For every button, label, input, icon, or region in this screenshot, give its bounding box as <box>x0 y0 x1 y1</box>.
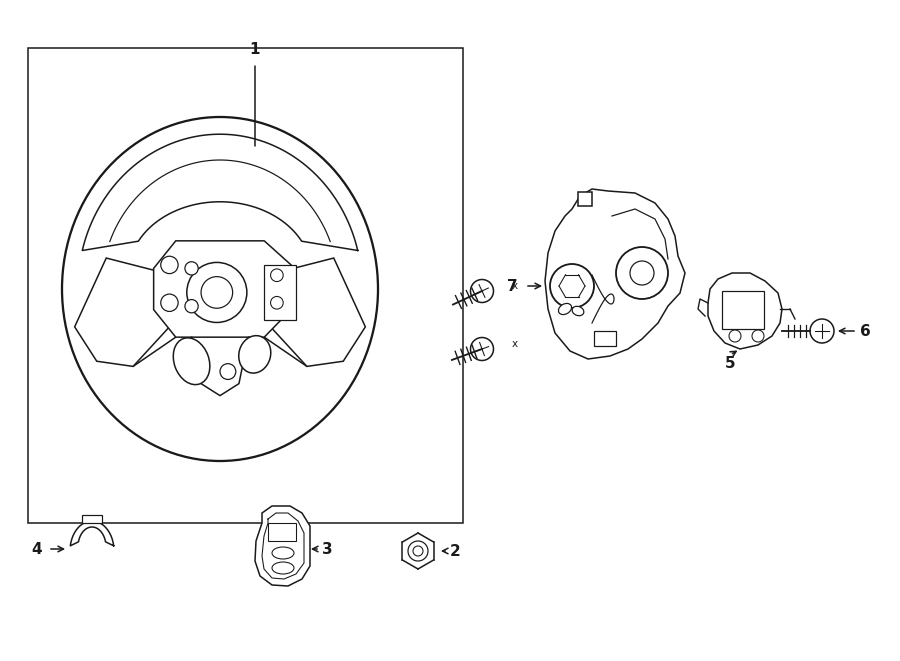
Polygon shape <box>75 258 176 366</box>
Bar <box>265 265 296 320</box>
Circle shape <box>616 247 668 299</box>
Bar <box>82 515 102 523</box>
Circle shape <box>161 294 178 311</box>
Text: x: x <box>512 281 518 291</box>
Bar <box>594 331 616 346</box>
Text: 3: 3 <box>322 541 333 557</box>
Bar <box>268 523 296 541</box>
Ellipse shape <box>272 547 294 559</box>
Circle shape <box>471 338 493 360</box>
Ellipse shape <box>238 336 271 373</box>
Ellipse shape <box>272 562 294 574</box>
Circle shape <box>161 256 178 274</box>
Ellipse shape <box>62 117 378 461</box>
Circle shape <box>810 319 834 343</box>
Bar <box>722 291 764 329</box>
Circle shape <box>752 330 764 342</box>
Circle shape <box>187 262 247 323</box>
Text: 6: 6 <box>860 323 871 338</box>
Text: 5: 5 <box>724 356 735 371</box>
Circle shape <box>184 262 198 275</box>
Polygon shape <box>708 273 782 349</box>
Text: 1: 1 <box>249 42 260 56</box>
Circle shape <box>220 364 236 379</box>
Circle shape <box>413 546 423 556</box>
Bar <box>28 48 463 523</box>
Polygon shape <box>265 258 365 366</box>
Ellipse shape <box>174 338 210 385</box>
Polygon shape <box>255 506 310 586</box>
Text: 2: 2 <box>450 543 461 559</box>
Polygon shape <box>545 189 685 359</box>
Bar <box>578 192 592 206</box>
Circle shape <box>630 261 654 285</box>
Circle shape <box>729 330 741 342</box>
Circle shape <box>550 264 594 308</box>
Text: 4: 4 <box>32 541 42 557</box>
Text: 7: 7 <box>508 278 518 293</box>
Circle shape <box>201 277 232 308</box>
Circle shape <box>408 541 428 561</box>
Ellipse shape <box>558 303 572 315</box>
Circle shape <box>471 280 493 303</box>
Polygon shape <box>154 241 291 337</box>
Text: x: x <box>512 339 518 349</box>
Circle shape <box>271 269 284 282</box>
Ellipse shape <box>572 306 584 316</box>
Circle shape <box>184 299 198 313</box>
Circle shape <box>271 296 284 309</box>
